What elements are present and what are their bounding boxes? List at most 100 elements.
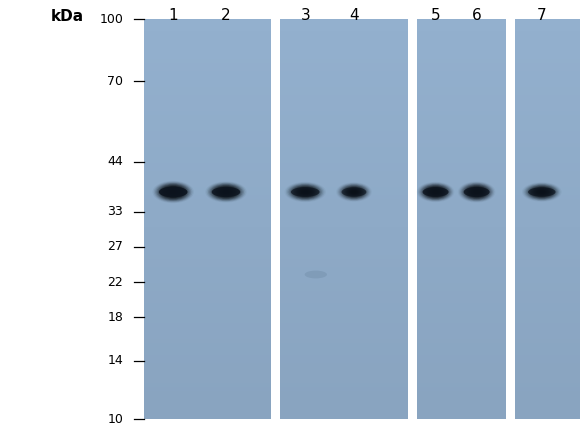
Bar <box>144 411 271 415</box>
Bar <box>144 395 271 399</box>
Bar <box>144 175 271 179</box>
Bar <box>144 199 271 203</box>
Ellipse shape <box>430 189 441 195</box>
Bar <box>417 147 506 151</box>
Bar <box>417 172 506 175</box>
Bar <box>515 359 580 363</box>
Bar <box>144 60 271 64</box>
Bar <box>280 35 408 39</box>
Bar <box>280 119 408 124</box>
Bar <box>280 71 408 76</box>
Bar <box>417 219 506 223</box>
Ellipse shape <box>296 188 314 196</box>
Bar <box>280 175 408 179</box>
Bar <box>515 259 580 263</box>
Bar <box>144 243 271 247</box>
Ellipse shape <box>302 191 309 194</box>
Bar <box>280 371 408 375</box>
Bar <box>417 315 506 319</box>
Bar <box>515 219 580 223</box>
Bar <box>280 163 408 167</box>
Bar <box>280 143 408 147</box>
Bar <box>515 255 580 259</box>
Text: 5: 5 <box>431 8 440 22</box>
Bar <box>515 76 580 79</box>
Bar <box>515 143 580 147</box>
Bar <box>515 108 580 111</box>
Ellipse shape <box>220 189 232 195</box>
Bar <box>280 108 408 111</box>
Bar <box>280 103 408 108</box>
Ellipse shape <box>351 191 357 194</box>
Ellipse shape <box>295 187 315 197</box>
Ellipse shape <box>531 187 553 197</box>
Bar <box>417 39 506 44</box>
Bar <box>515 215 580 219</box>
Bar <box>417 335 506 339</box>
Bar <box>515 355 580 359</box>
Ellipse shape <box>428 188 443 196</box>
Bar <box>515 163 580 167</box>
Bar <box>271 19 280 419</box>
Bar <box>144 131 271 135</box>
Bar <box>515 60 580 64</box>
Bar <box>280 39 408 44</box>
Bar <box>417 271 506 275</box>
Bar <box>280 255 408 259</box>
Bar <box>417 371 506 375</box>
Ellipse shape <box>289 184 322 200</box>
Bar <box>144 183 271 187</box>
Bar <box>515 167 580 172</box>
Bar <box>515 39 580 44</box>
Bar <box>280 211 408 215</box>
Bar <box>515 363 580 367</box>
Bar <box>515 347 580 351</box>
Bar <box>280 235 408 239</box>
Ellipse shape <box>349 189 359 195</box>
Bar <box>144 35 271 39</box>
Bar <box>144 23 271 28</box>
Bar <box>280 379 408 383</box>
Text: kDa: kDa <box>51 9 84 24</box>
Bar <box>515 335 580 339</box>
Bar <box>144 291 271 295</box>
Bar <box>515 172 580 175</box>
Bar <box>280 64 408 67</box>
Bar <box>515 71 580 76</box>
Bar <box>417 259 506 263</box>
Bar <box>280 127 408 131</box>
Ellipse shape <box>168 190 178 194</box>
Bar <box>506 19 515 419</box>
Ellipse shape <box>473 190 481 194</box>
Bar <box>417 415 506 419</box>
Bar <box>515 411 580 415</box>
Bar <box>280 203 408 207</box>
Ellipse shape <box>213 185 239 198</box>
Bar <box>515 299 580 303</box>
Bar <box>417 124 506 127</box>
Ellipse shape <box>155 182 191 202</box>
Bar <box>144 399 271 403</box>
Bar <box>515 379 580 383</box>
Ellipse shape <box>536 189 548 195</box>
Bar <box>280 271 408 275</box>
Bar <box>280 147 408 151</box>
Bar <box>515 135 580 139</box>
Ellipse shape <box>424 186 447 198</box>
Text: 6: 6 <box>472 8 481 22</box>
Ellipse shape <box>337 183 371 201</box>
Bar <box>515 391 580 395</box>
Ellipse shape <box>340 185 367 199</box>
Bar <box>515 35 580 39</box>
Bar <box>515 115 580 119</box>
Bar <box>280 48 408 51</box>
Bar <box>144 76 271 79</box>
Ellipse shape <box>527 185 556 199</box>
Bar <box>280 131 408 135</box>
Bar <box>515 339 580 343</box>
Bar <box>417 231 506 235</box>
Bar <box>144 87 271 92</box>
Bar <box>417 355 506 359</box>
Bar <box>408 19 417 419</box>
Bar <box>144 111 271 115</box>
